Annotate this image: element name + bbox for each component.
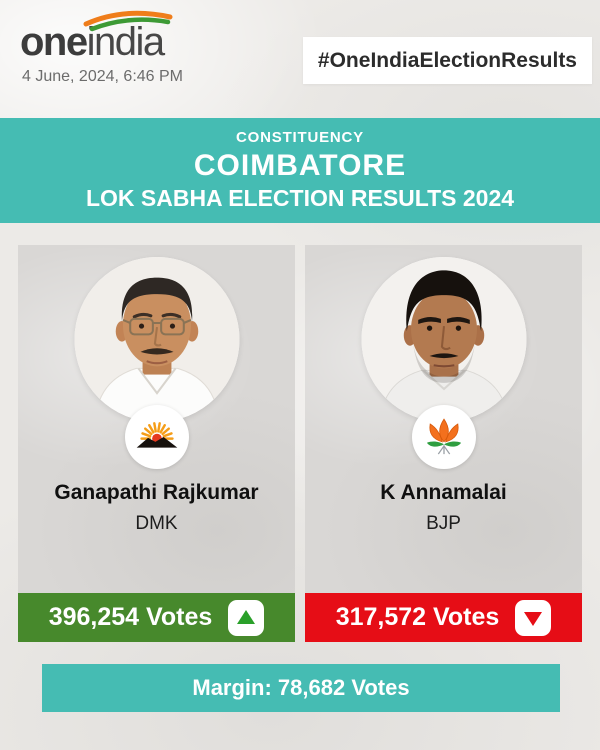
portrait-illustration <box>361 257 526 422</box>
trend-down-icon <box>515 599 552 636</box>
banner-label: CONSTITUENCY <box>236 129 364 146</box>
vote-bar-winner: 396,254 Votes <box>18 593 295 642</box>
trend-up-icon <box>228 599 265 636</box>
candidate-cards: Ganapathi Rajkumar DMK 396,254 Votes <box>18 245 582 642</box>
constituency-name: COIMBATORE <box>193 149 407 182</box>
portrait-illustration <box>74 257 239 422</box>
candidate-photo-k-annamalai <box>361 257 526 422</box>
candidate-party: DMK <box>135 513 178 534</box>
margin-bar: Margin: 78,682 Votes <box>42 664 560 712</box>
candidate-card-dmk: Ganapathi Rajkumar DMK 396,254 Votes <box>18 245 295 642</box>
oneindia-logo: oneindia <box>20 10 173 64</box>
banner-subtitle: LOK SABHA ELECTION RESULTS 2024 <box>85 185 515 211</box>
margin-text: Margin: 78,682 Votes <box>192 675 410 700</box>
candidate-party: BJP <box>426 513 461 534</box>
logo-tricolor-swoosh-icon <box>83 10 173 32</box>
bjp-lotus-icon <box>411 405 476 469</box>
candidate-name: Ganapathi Rajkumar <box>54 481 259 504</box>
vote-bar-runner-up: 317,572 Votes <box>305 593 582 642</box>
logo-word-one: one <box>20 20 88 64</box>
candidate-card-bjp: K Annamalai BJP 317,572 Votes <box>305 245 582 642</box>
hashtag-box: #OneIndiaElectionResults <box>302 37 592 84</box>
constituency-banner: CONSTITUENCY COIMBATORE LOK SABHA ELECTI… <box>0 118 600 223</box>
candidate-photo-ganapathi-rajkumar <box>74 257 239 422</box>
dmk-rising-sun-icon <box>124 405 189 469</box>
vote-count: 317,572 Votes <box>335 603 500 631</box>
vote-count: 396,254 Votes <box>48 603 213 631</box>
logo-word-india: india <box>86 20 166 64</box>
date-time: 4 June, 2024, 6:46 PM <box>22 68 183 85</box>
candidate-name: K Annamalai <box>380 481 507 504</box>
logo-text: oneindia <box>20 20 166 64</box>
hashtag-text: #OneIndiaElectionResults <box>317 48 577 72</box>
